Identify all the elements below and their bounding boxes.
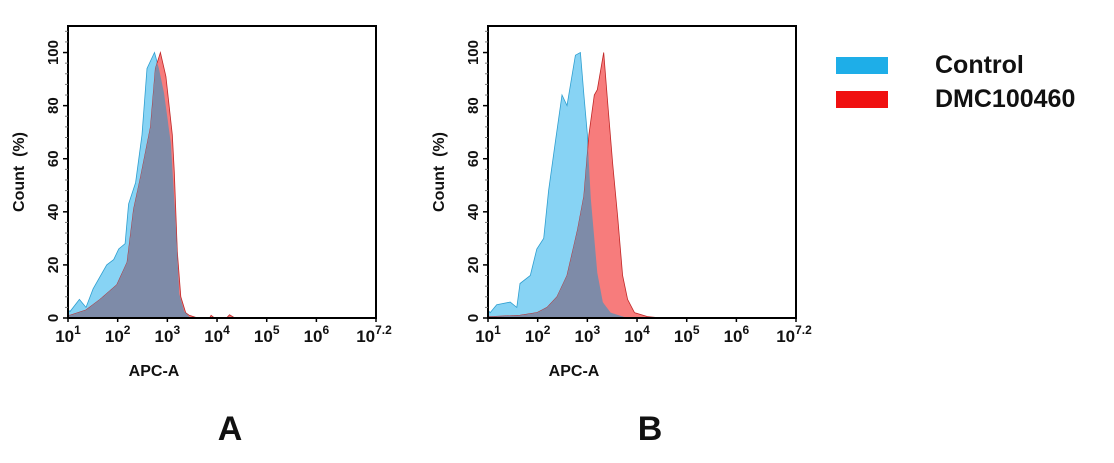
x-tick-label: 104 — [624, 323, 650, 346]
x-tick-label: 107.2 — [776, 323, 812, 346]
y-tick-label: 100 — [465, 40, 482, 65]
y-tick-label: 40 — [45, 203, 62, 220]
y-tick-label: 0 — [465, 314, 482, 322]
overlap-histogram-area — [488, 147, 687, 318]
panel-label: B — [638, 410, 663, 448]
x-tick-base: 10 — [155, 327, 174, 346]
x-tick-label: 101 — [55, 323, 81, 346]
y-tick-label: 100 — [45, 40, 62, 65]
x-tick-exponent: 7.2 — [375, 323, 392, 337]
y-tick-label: 80 — [45, 97, 62, 114]
overlap-histogram-area — [68, 63, 267, 318]
x-tick-base: 10 — [475, 327, 494, 346]
x-tick-base: 10 — [776, 327, 795, 346]
x-tick-label: 106 — [304, 323, 330, 346]
x-tick-exponent: 4 — [223, 323, 230, 337]
x-tick-exponent: 7.2 — [795, 323, 812, 337]
x-tick-base: 10 — [674, 327, 693, 346]
x-tick-exponent: 1 — [74, 323, 81, 337]
x-tick-base: 10 — [624, 327, 643, 346]
x-tick-label: 105 — [254, 323, 280, 346]
x-tick-exponent: 5 — [693, 323, 700, 337]
x-tick-exponent: 3 — [593, 323, 600, 337]
x-tick-exponent: 6 — [743, 323, 750, 337]
y-tick-label: 0 — [45, 314, 62, 322]
y-tick-label: 80 — [465, 97, 482, 114]
y-tick-label: 20 — [465, 257, 482, 274]
y-axis-label: Count (%) — [431, 132, 448, 212]
legend-label: Control — [935, 51, 1024, 79]
x-tick-base: 10 — [304, 327, 323, 346]
x-tick-label: 105 — [674, 323, 700, 346]
x-tick-base: 10 — [105, 327, 124, 346]
x-tick-label: 107.2 — [356, 323, 392, 346]
x-axis-label: APC-A — [549, 363, 600, 380]
x-tick-label: 103 — [155, 323, 181, 346]
panel-label: A — [218, 410, 243, 448]
x-tick-base: 10 — [204, 327, 223, 346]
legend-swatch-dmc100460 — [836, 91, 888, 108]
dmc100460-histogram-area — [487, 52, 662, 319]
legend-swatch-control — [836, 57, 888, 74]
legend: Control DMC100460 — [836, 51, 1075, 113]
x-tick-exponent: 4 — [643, 323, 650, 337]
x-tick-base: 10 — [356, 327, 375, 346]
x-tick-exponent: 2 — [124, 323, 131, 337]
x-tick-exponent: 3 — [173, 323, 180, 337]
x-tick-label: 102 — [525, 323, 551, 346]
x-tick-exponent: 6 — [323, 323, 330, 337]
x-tick-base: 10 — [55, 327, 74, 346]
x-tick-label: 103 — [575, 323, 601, 346]
legend-label: DMC100460 — [935, 85, 1075, 113]
y-axis-label: Count (%) — [11, 132, 28, 212]
x-tick-base: 10 — [254, 327, 273, 346]
x-tick-label: 104 — [204, 323, 230, 346]
y-tick-label: 20 — [45, 257, 62, 274]
plot-frame — [67, 25, 377, 319]
x-tick-exponent: 5 — [273, 323, 280, 337]
x-tick-exponent: 1 — [494, 323, 501, 337]
x-axis-label: APC-A — [129, 363, 180, 380]
y-tick-label: 60 — [465, 150, 482, 167]
x-tick-label: 106 — [724, 323, 750, 346]
x-tick-label: 102 — [105, 323, 131, 346]
x-tick-exponent: 2 — [544, 323, 551, 337]
x-tick-label: 101 — [475, 323, 501, 346]
plot-frame — [487, 25, 797, 319]
x-tick-base: 10 — [525, 327, 544, 346]
y-tick-label: 60 — [45, 150, 62, 167]
y-tick-label: 40 — [465, 203, 482, 220]
x-tick-base: 10 — [724, 327, 743, 346]
x-tick-base: 10 — [575, 327, 594, 346]
